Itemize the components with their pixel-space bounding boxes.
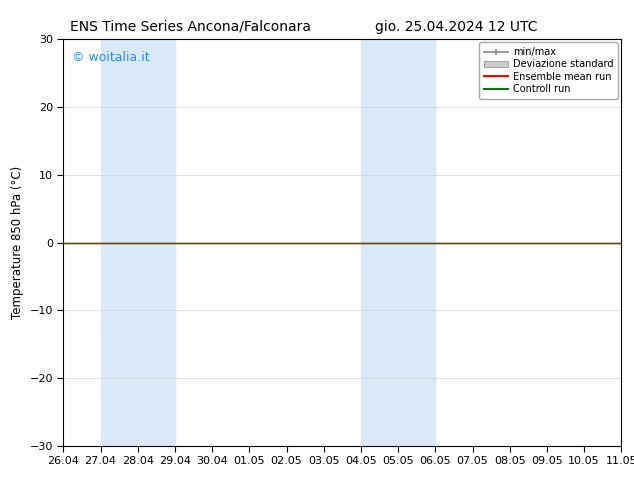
Bar bbox=[101, 39, 175, 446]
Text: gio. 25.04.2024 12 UTC: gio. 25.04.2024 12 UTC bbox=[375, 20, 538, 34]
Text: ENS Time Series Ancona/Falconara: ENS Time Series Ancona/Falconara bbox=[70, 20, 311, 34]
Bar bbox=[361, 39, 436, 446]
Text: © woitalia.it: © woitalia.it bbox=[72, 51, 150, 64]
Y-axis label: Temperature 850 hPa (°C): Temperature 850 hPa (°C) bbox=[11, 166, 24, 319]
Legend: min/max, Deviazione standard, Ensemble mean run, Controll run: min/max, Deviazione standard, Ensemble m… bbox=[479, 42, 618, 99]
